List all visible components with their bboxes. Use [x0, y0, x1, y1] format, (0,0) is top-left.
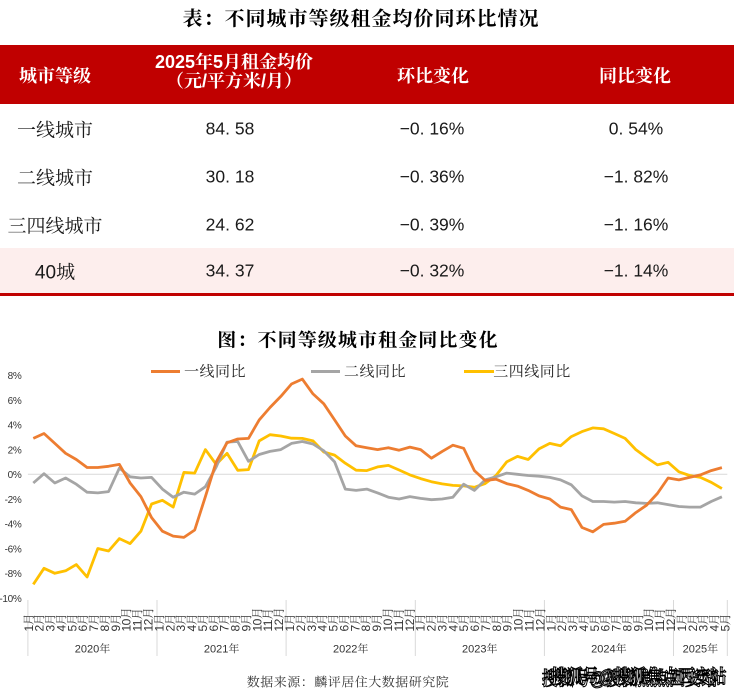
svg-text:8月: 8月 [359, 614, 373, 632]
svg-text:6月: 6月 [76, 614, 90, 632]
svg-text:8%: 8% [8, 371, 22, 382]
svg-text:1月: 1月 [22, 614, 36, 632]
svg-text:5月: 5月 [718, 614, 732, 632]
svg-text:-6%: -6% [5, 544, 22, 555]
svg-text:10月: 10月 [250, 608, 264, 632]
svg-text:2%: 2% [8, 445, 22, 456]
svg-text:4%: 4% [8, 421, 22, 432]
svg-text:11月: 11月 [653, 609, 667, 632]
svg-text:8月: 8月 [229, 614, 243, 632]
svg-text:4月: 4月 [577, 614, 591, 632]
svg-text:11月: 11月 [392, 609, 406, 632]
svg-text:7月: 7月 [87, 614, 101, 632]
svg-text:5月: 5月 [457, 614, 471, 632]
svg-text:8月: 8月 [490, 614, 504, 632]
svg-text:10月: 10月 [512, 608, 526, 632]
svg-text:4月: 4月 [708, 614, 722, 632]
svg-text:7月: 7月 [218, 614, 232, 632]
svg-text:1月: 1月 [283, 614, 297, 632]
svg-text:1月: 1月 [152, 614, 166, 632]
svg-text:6%: 6% [8, 396, 22, 407]
svg-text:1月: 1月 [675, 614, 689, 632]
svg-text:9月: 9月 [370, 614, 384, 632]
svg-text:4月: 4月 [185, 614, 199, 632]
svg-text:10月: 10月 [381, 608, 395, 632]
svg-text:2025年: 2025年 [683, 643, 718, 656]
svg-text:2020年: 2020年 [75, 643, 110, 656]
svg-text:5月: 5月 [65, 614, 79, 632]
svg-text:-2%: -2% [5, 495, 22, 506]
svg-text:1月: 1月 [414, 614, 428, 632]
svg-text:2月: 2月 [294, 614, 308, 632]
svg-text:5月: 5月 [588, 614, 602, 632]
svg-text:3月: 3月 [305, 614, 319, 632]
svg-text:3月: 3月 [566, 614, 580, 632]
svg-text:11月: 11月 [523, 609, 537, 632]
svg-text:-4%: -4% [5, 520, 22, 531]
svg-text:3月: 3月 [697, 614, 711, 632]
svg-text:8月: 8月 [98, 614, 112, 632]
svg-text:10月: 10月 [642, 608, 656, 632]
svg-text:12月: 12月 [272, 608, 286, 632]
svg-text:-10%: -10% [0, 594, 22, 605]
svg-text:5月: 5月 [327, 614, 341, 632]
svg-text:3月: 3月 [44, 614, 58, 632]
svg-text:12月: 12月 [664, 608, 678, 632]
svg-text:4月: 4月 [446, 614, 460, 632]
svg-text:9月: 9月 [501, 614, 515, 632]
svg-text:6月: 6月 [207, 614, 221, 632]
svg-text:2月: 2月 [555, 614, 569, 632]
svg-text:6月: 6月 [337, 614, 351, 632]
svg-text:6月: 6月 [468, 614, 482, 632]
svg-text:2022年: 2022年 [333, 643, 368, 656]
svg-text:2月: 2月 [33, 614, 47, 632]
svg-text:9月: 9月 [240, 614, 254, 632]
svg-text:12月: 12月 [533, 608, 547, 632]
svg-text:10月: 10月 [120, 608, 134, 632]
svg-text:-8%: -8% [5, 569, 22, 580]
svg-text:2024年: 2024年 [591, 643, 626, 656]
svg-text:2月: 2月 [686, 614, 700, 632]
svg-text:0%: 0% [8, 470, 22, 481]
svg-text:7月: 7月 [610, 614, 624, 632]
svg-text:1月: 1月 [544, 614, 558, 632]
svg-text:11月: 11月 [131, 609, 145, 632]
svg-text:2月: 2月 [425, 614, 439, 632]
svg-text:8月: 8月 [621, 614, 635, 632]
svg-text:5月: 5月 [196, 614, 210, 632]
svg-text:7月: 7月 [479, 614, 493, 632]
svg-text:12月: 12月 [403, 608, 417, 632]
svg-text:9月: 9月 [631, 614, 645, 632]
svg-text:2021年: 2021年 [204, 643, 239, 656]
svg-text:9月: 9月 [109, 614, 123, 632]
svg-text:11月: 11月 [261, 609, 275, 632]
svg-text:4月: 4月 [54, 614, 68, 632]
svg-text:3月: 3月 [435, 614, 449, 632]
svg-text:2023年: 2023年 [462, 643, 497, 656]
svg-text:4月: 4月 [316, 614, 330, 632]
svg-text:3月: 3月 [174, 614, 188, 632]
svg-text:2月: 2月 [163, 614, 177, 632]
svg-text:7月: 7月 [348, 614, 362, 632]
svg-text:12月: 12月 [142, 608, 156, 632]
svg-text:6月: 6月 [599, 614, 613, 632]
